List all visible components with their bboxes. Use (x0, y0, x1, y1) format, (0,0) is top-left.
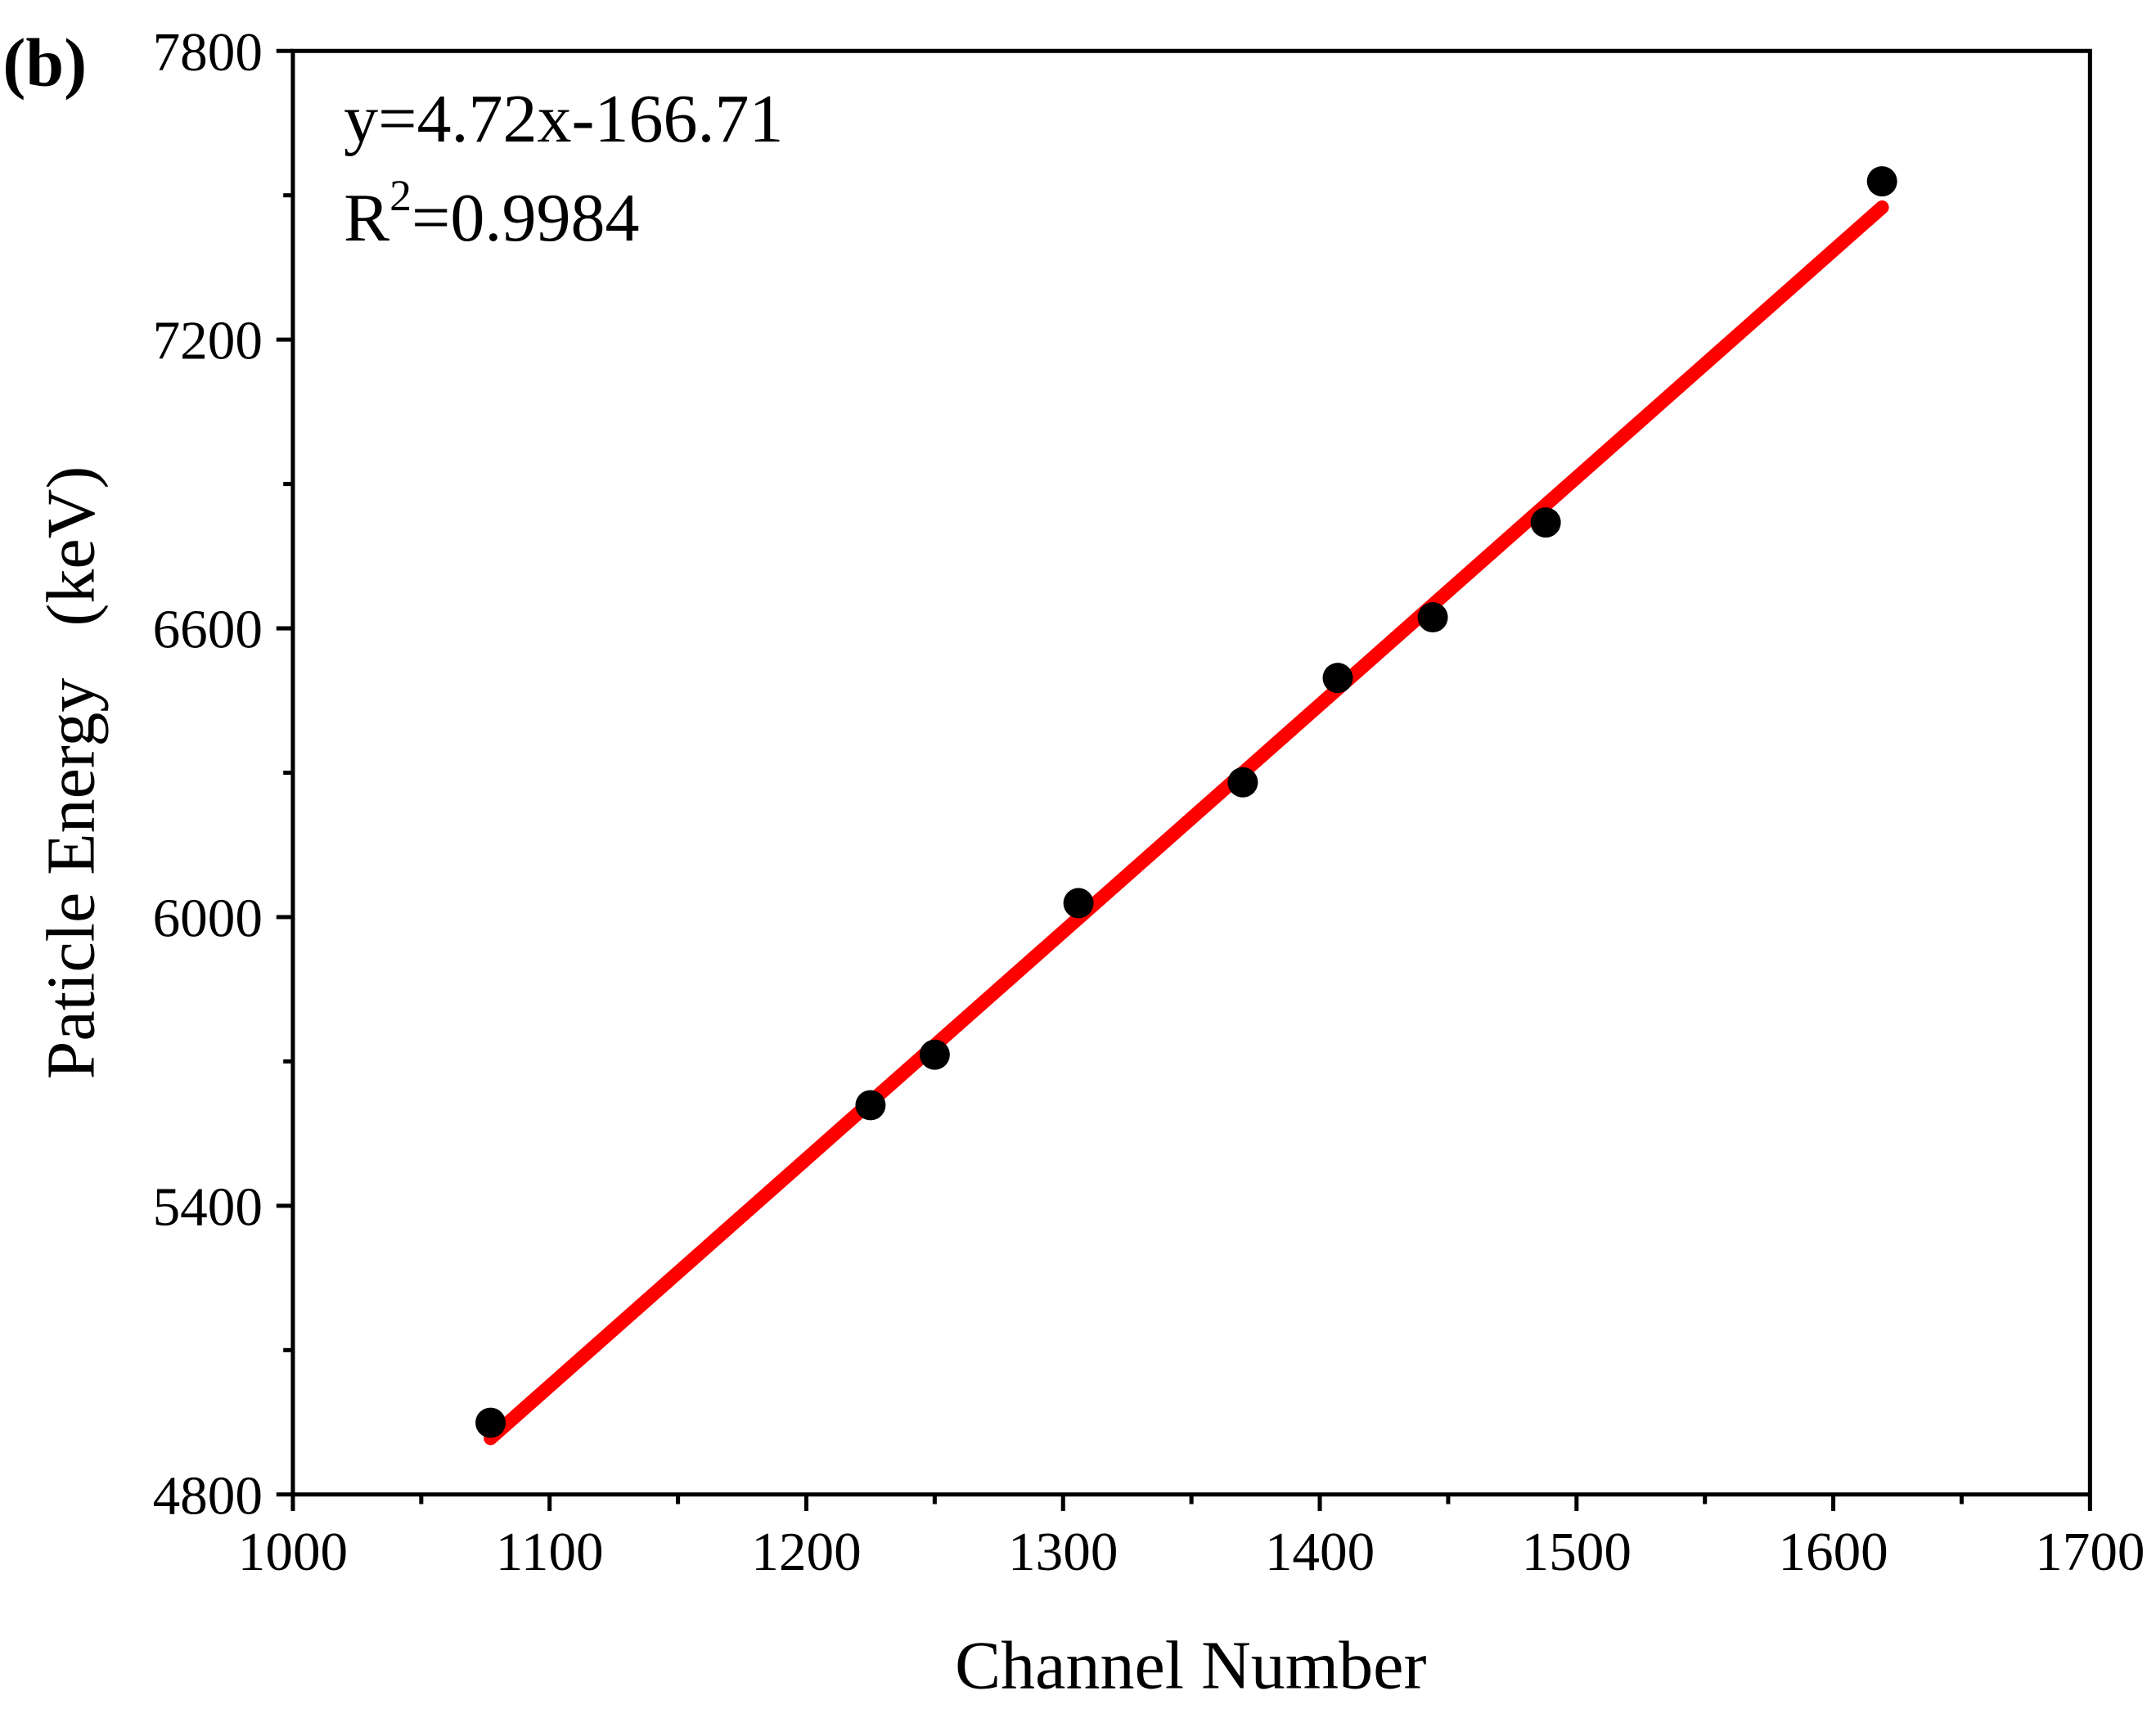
data-point (1227, 767, 1258, 798)
data-point (855, 1090, 886, 1121)
y-tick-label: 7200 (153, 310, 263, 371)
x-axis-label: Channel Number (955, 1628, 1426, 1704)
x-tick-label: 1600 (1778, 1521, 1888, 1582)
r2-value: =0.9984 (412, 180, 639, 256)
x-tick-label: 1200 (751, 1521, 861, 1582)
x-tick-label: 1400 (1265, 1521, 1375, 1582)
r-squared: R2=0.9984 (344, 171, 639, 256)
x-tick-label: 1700 (2035, 1521, 2145, 1582)
r2-sup: 2 (389, 171, 412, 220)
y-tick-label: 4800 (153, 1464, 263, 1526)
fit-equation: y=4.72x-166.71 (344, 81, 783, 157)
data-point (1866, 166, 1897, 197)
data-points (475, 166, 1897, 1438)
panel-label: (b) (2, 25, 87, 101)
data-point (475, 1407, 506, 1438)
x-tick-label: 1000 (238, 1521, 348, 1582)
y-tick-label: 6000 (153, 887, 263, 948)
y-tick-label: 6600 (153, 599, 263, 660)
x-axis-ticks: 1000 1100 1200 1300 1400 1500 1600 1700 (238, 1494, 2145, 1582)
data-point (1322, 663, 1353, 694)
r2-prefix: R (344, 180, 389, 256)
y-tick-label: 5400 (153, 1176, 263, 1237)
x-tick-label: 1300 (1008, 1521, 1118, 1582)
data-point (1530, 507, 1561, 538)
data-point (1417, 602, 1448, 633)
x-tick-label: 1500 (1522, 1521, 1632, 1582)
y-axis-label: Paticle Energy (keV) (33, 466, 109, 1080)
y-tick-label: 7800 (153, 21, 263, 83)
data-point (1063, 888, 1094, 919)
fit-line (484, 200, 1889, 1446)
y-axis-ticks: 4800 5400 6000 6600 7200 7800 (153, 21, 293, 1526)
data-point (919, 1039, 950, 1070)
x-tick-label: 1100 (496, 1521, 604, 1582)
